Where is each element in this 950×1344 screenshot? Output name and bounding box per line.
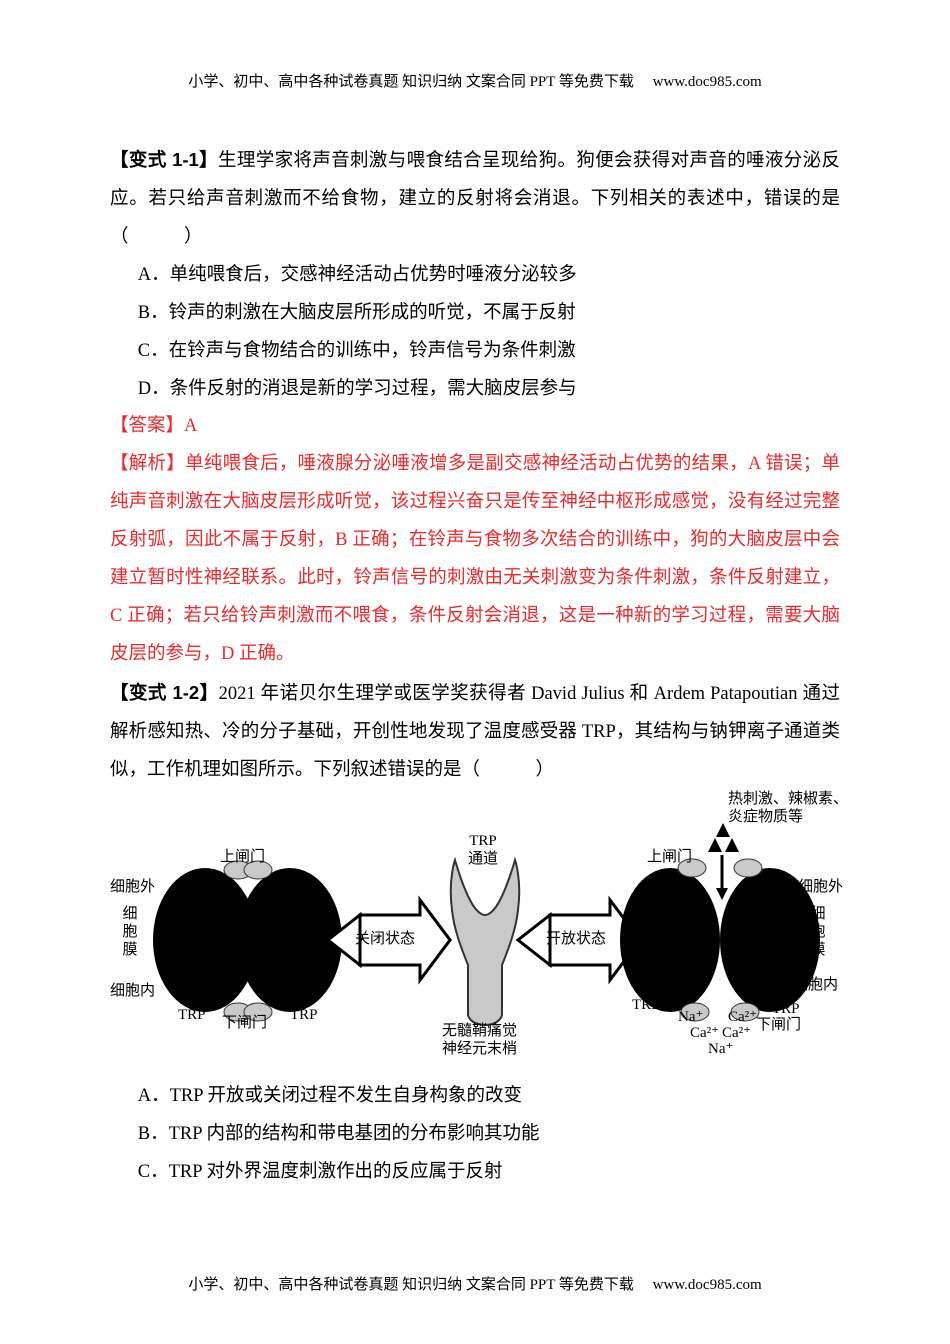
lbl-membrane-r: 细胞膜 — [810, 905, 826, 959]
q1-analysis-text: 单纯喂食后，唾液腺分泌唾液增多是副交感神经活动占优势的结果，A 错误；单纯声音刺… — [110, 454, 840, 664]
q2-opt-b: B．TRP 内部的结构和带电基团的分布影响其功能 — [110, 1116, 840, 1154]
q2-stem-text: 2021 年诺贝尔生理学或医学奖获得者 David Julius 和 Ardem… — [110, 684, 840, 780]
footer-url: www.doc985.com — [653, 1277, 762, 1293]
trp-figure: 热刺激、辣椒素、炎症物质等 TRP通道 上闸门 上闸门 细胞外 细胞外 细胞膜 … — [110, 800, 840, 1060]
lbl-extra-l: 细胞外 — [110, 878, 155, 896]
lbl-lower-gate-r: 下闸门 — [756, 1016, 801, 1034]
lbl-intra-r: 细胞内 — [793, 976, 838, 994]
q1-opt-a: A．单纯喂食后，交感神经活动占优势时唾液分泌较多 — [110, 257, 840, 295]
page-header: 小学、初中、高中各种试卷真题 知识归纳 文案合同 PPT 等免费下载 www.d… — [110, 70, 840, 91]
header-text: 小学、初中、高中各种试卷真题 知识归纳 文案合同 PPT 等免费下载 — [188, 74, 634, 90]
lbl-lower-gate-l: 下闸门 — [222, 1014, 267, 1032]
trp-channel-shape — [451, 860, 519, 1025]
lbl-trp-channel: TRP通道 — [468, 832, 498, 868]
body: 【变式 1-1】生理学家将声音刺激与喂食结合呈现给狗。狗便会获得对声音的唾液分泌… — [110, 141, 840, 1191]
lbl-upper-gate-r: 上闸门 — [647, 848, 692, 866]
q2-stem: 【变式 1-2】2021 年诺贝尔生理学或医学奖获得者 David Julius… — [110, 674, 840, 790]
footer-text: 小学、初中、高中各种试卷真题 知识归纳 文案合同 PPT 等免费下载 — [188, 1277, 634, 1293]
q1-analysis-label: 【解析】 — [110, 454, 185, 474]
q1-opt-b: B．铃声的刺激在大脑皮层所形成的听觉，不属于反射 — [110, 295, 840, 333]
lbl-heat: 热刺激、辣椒素、炎症物质等 — [728, 790, 848, 826]
q1-stem-text: 生理学家将声音刺激与喂食结合呈现给狗。狗便会获得对声音的唾液分泌反应。若只给声音… — [110, 151, 840, 247]
lbl-upper-gate-l: 上闸门 — [220, 848, 265, 866]
q1-opt-c: C．在铃声与食物结合的训练中，铃声信号为条件刺激 — [110, 333, 840, 371]
q1-analysis: 【解析】单纯喂食后，唾液腺分泌唾液增多是副交感神经活动占优势的结果，A 错误；单… — [110, 446, 840, 674]
lbl-closed: 关闭状态 — [355, 930, 415, 948]
lbl-nerve: 无髓鞘痛觉神经元末梢 — [442, 1022, 517, 1058]
q1-opt-d: D．条件反射的消退是新的学习过程，需大脑皮层参与 — [110, 371, 840, 409]
q1-tag: 【变式 1-1】 — [110, 149, 218, 170]
lbl-open: 开放状态 — [546, 930, 606, 948]
header-url: www.doc985.com — [653, 74, 762, 90]
q2-tag: 【变式 1-2】 — [110, 682, 219, 703]
document-page: 小学、初中、高中各种试卷真题 知识归纳 文案合同 PPT 等免费下载 www.d… — [0, 0, 950, 1251]
q1-answer-label: 【答案】 — [110, 416, 184, 436]
q2-opt-a: A．TRP 开放或关闭过程不发生自身构象的改变 — [110, 1078, 840, 1116]
lbl-trp-l1: TRP — [178, 1006, 206, 1024]
lbl-membrane-l: 细胞膜 — [122, 905, 138, 959]
lbl-intra-l: 细胞内 — [110, 982, 155, 1000]
lbl-trp-r1: TRP — [632, 996, 660, 1014]
page-footer: 小学、初中、高中各种试卷真题 知识归纳 文案合同 PPT 等免费下载 www.d… — [0, 1273, 950, 1294]
q1-answer: 【答案】A — [110, 408, 840, 446]
lbl-na-2: Na⁺ — [708, 1040, 733, 1058]
q1-answer-value: A — [184, 416, 197, 436]
lbl-extra-r: 细胞外 — [798, 878, 843, 896]
q1-stem: 【变式 1-1】生理学家将声音刺激与喂食结合呈现给狗。狗便会获得对声音的唾液分泌… — [110, 141, 840, 257]
lbl-trp-l2: TRP — [290, 1006, 318, 1024]
q2-opt-c: C．TRP 对外界温度刺激作出的反应属于反射 — [110, 1154, 840, 1192]
